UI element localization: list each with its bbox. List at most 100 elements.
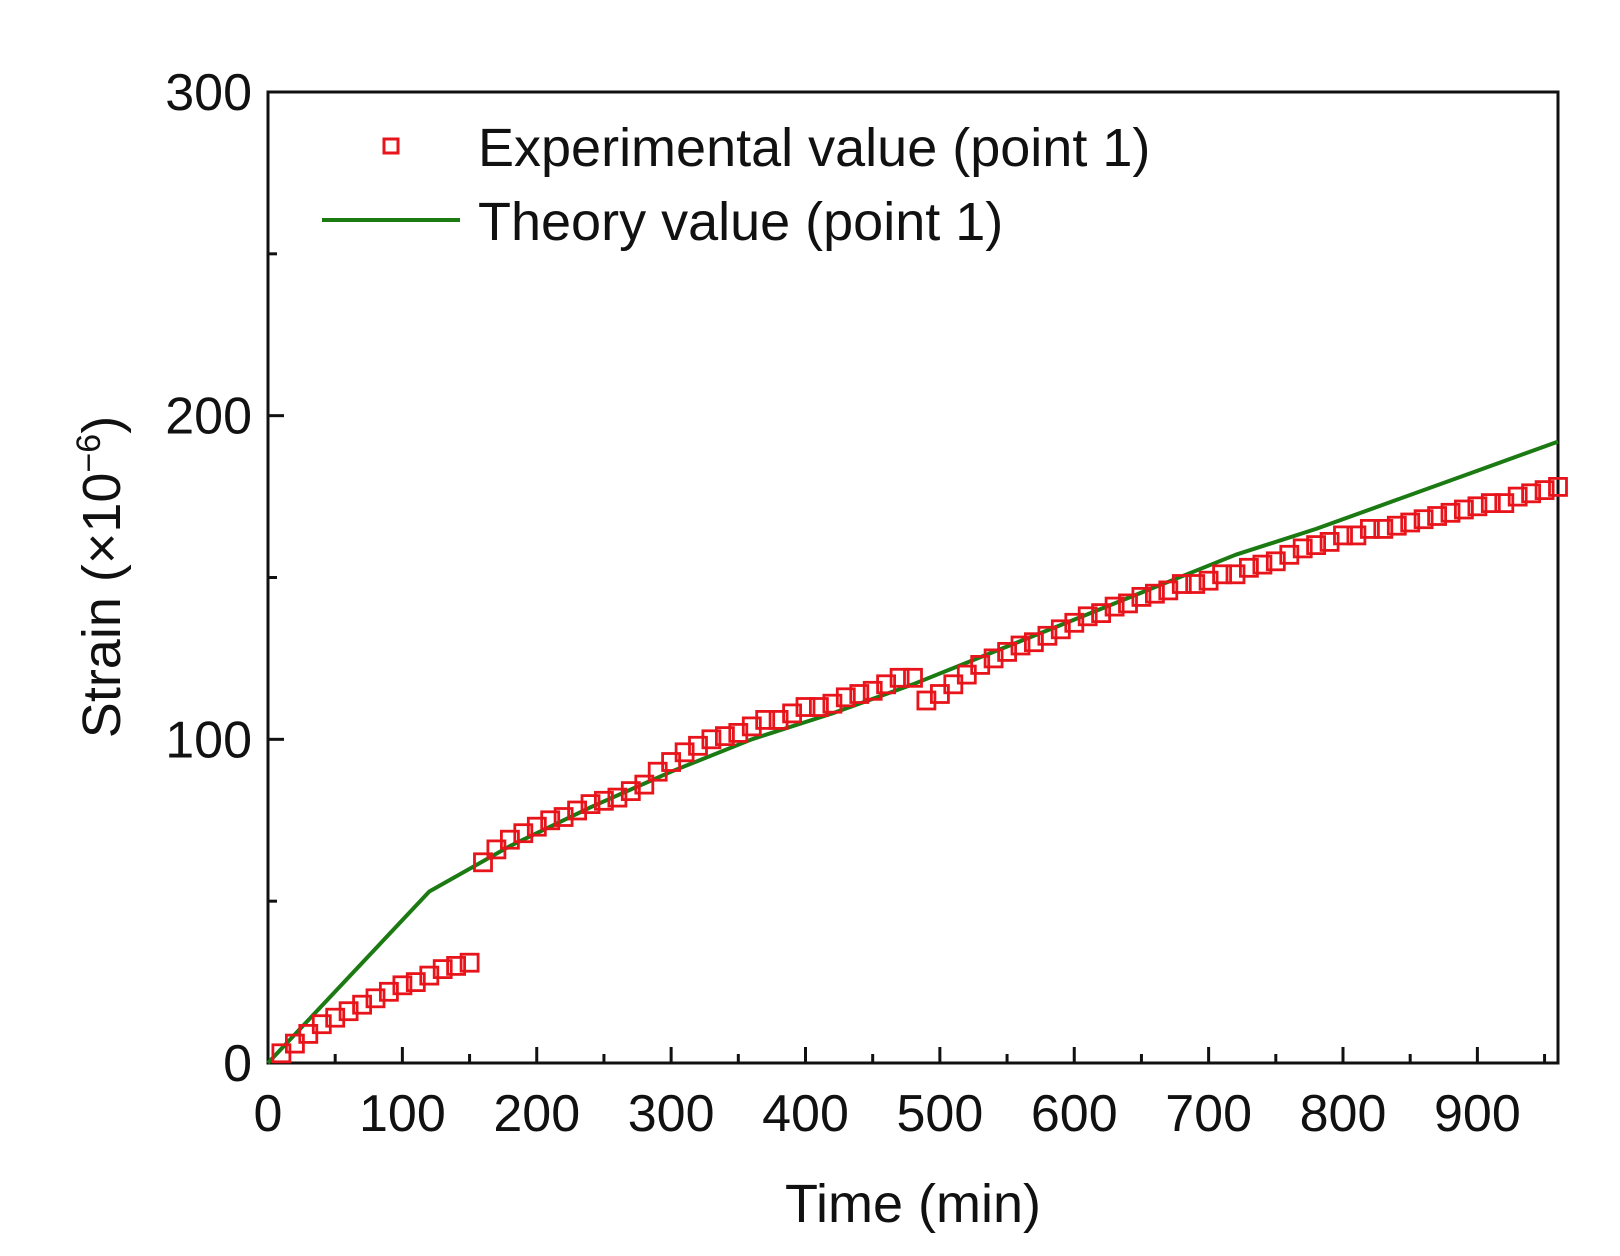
- x-tick-label: 500: [896, 1085, 983, 1143]
- experimental-point: [903, 667, 923, 688]
- y-axis-title-exponent: −6: [70, 434, 108, 473]
- experimental-point: [809, 697, 829, 717]
- experimental-point: [338, 1001, 359, 1022]
- experimental-point: [1319, 532, 1340, 552]
- y-axis-title: Strain (×10−6): [70, 416, 132, 738]
- x-tick-label: 100: [359, 1085, 446, 1143]
- experimental-point: [459, 952, 480, 973]
- experimental-point: [405, 972, 426, 992]
- experimental-point: [983, 648, 1004, 669]
- y-axis-title-close: ): [72, 416, 132, 434]
- experimental-point: [1548, 476, 1568, 497]
- legend-label-theory: Theory value (point 1): [478, 192, 1003, 252]
- experimental-point: [1091, 603, 1111, 623]
- experimental-point: [1064, 612, 1085, 633]
- theory-line: [266, 439, 1559, 1065]
- experimental-point: [822, 693, 843, 714]
- experimental-series: [271, 476, 1568, 1064]
- experimental-point: [1185, 574, 1206, 594]
- experimental-point: [1373, 519, 1394, 539]
- x-tick-label: 600: [1031, 1085, 1118, 1143]
- y-tick-label: 0: [223, 1035, 252, 1093]
- theory-series: [266, 439, 1559, 1065]
- experimental-point: [1212, 564, 1232, 585]
- experimental-point: [392, 975, 413, 996]
- experimental-point: [1118, 593, 1138, 614]
- experimental-point: [1360, 519, 1380, 539]
- experimental-point: [620, 781, 641, 801]
- experimental-point: [1292, 538, 1313, 559]
- x-tick-label: 200: [493, 1085, 580, 1143]
- experimental-point: [701, 729, 722, 750]
- experimental-point: [325, 1007, 346, 1028]
- experimental-point: [1077, 606, 1098, 627]
- experimental-point: [862, 680, 883, 701]
- experimental-point: [997, 642, 1017, 662]
- experimental-point: [1534, 480, 1555, 501]
- experimental-point: [1265, 551, 1286, 572]
- experimental-point: [1333, 525, 1353, 546]
- experimental-point: [1440, 502, 1461, 523]
- experimental-point: [1467, 496, 1488, 517]
- experimental-point: [1171, 574, 1192, 594]
- legend-marker-experimental: [382, 137, 400, 155]
- experimental-point: [1521, 483, 1541, 504]
- experimental-point: [1050, 619, 1071, 640]
- experimental-point: [970, 655, 991, 675]
- experimental-point: [1413, 509, 1434, 530]
- experimental-point: [768, 710, 789, 730]
- experimental-point: [311, 1014, 332, 1035]
- experimental-point: [916, 690, 937, 711]
- legend-label-experimental: Experimental value (point 1): [478, 118, 1150, 178]
- experimental-point: [795, 697, 816, 717]
- experimental-point: [446, 956, 467, 976]
- experimental-point: [594, 790, 614, 811]
- y-axis-ticks: 0 100 200 300: [165, 64, 284, 1093]
- y-tick-label: 100: [165, 711, 252, 769]
- experimental-point: [432, 959, 453, 979]
- experimental-point: [1507, 486, 1528, 507]
- experimental-point: [1400, 512, 1421, 533]
- experimental-point: [1198, 570, 1219, 591]
- experimental-point: [688, 735, 708, 756]
- legend: Experimental value (point 1) Theory valu…: [322, 118, 1150, 252]
- experimental-point: [755, 710, 776, 730]
- experimental-point: [728, 723, 749, 743]
- experimental-point: [1131, 587, 1152, 607]
- x-tick-label: 700: [1165, 1085, 1252, 1143]
- experimental-point: [1037, 625, 1058, 646]
- experimental-point: [782, 703, 802, 724]
- experimental-point: [889, 667, 910, 688]
- experimental-point: [607, 787, 628, 808]
- experimental-point: [499, 829, 520, 850]
- experimental-point: [473, 852, 493, 873]
- experimental-point: [1480, 493, 1501, 514]
- experimental-point: [1427, 506, 1447, 526]
- experimental-point: [1494, 493, 1515, 514]
- experimental-point: [352, 994, 373, 1015]
- experimental-point: [1145, 583, 1165, 604]
- experimental-point: [741, 716, 762, 737]
- experimental-point: [1158, 580, 1179, 601]
- experimental-point: [553, 807, 574, 827]
- experimental-point: [1024, 632, 1044, 653]
- y-tick-label: 200: [165, 388, 252, 446]
- experimental-point: [419, 965, 440, 986]
- x-tick-label: 0: [254, 1085, 283, 1143]
- experimental-point: [1010, 635, 1031, 656]
- experimental-point: [1225, 564, 1246, 585]
- experimental-point: [1346, 525, 1367, 546]
- experimental-point: [634, 774, 655, 795]
- experimental-point: [567, 800, 587, 821]
- x-axis-ticks: 0 100 200 300 400 500 600 700 800 900: [254, 1047, 1547, 1143]
- experimental-point: [1239, 557, 1259, 578]
- x-tick-label: 400: [762, 1085, 849, 1143]
- y-axis-title-main: Strain (×10: [72, 473, 132, 739]
- experimental-point: [540, 810, 561, 831]
- experimental-point: [1386, 515, 1407, 536]
- experimental-point: [1306, 535, 1326, 555]
- experimental-point: [526, 816, 547, 837]
- experimental-point: [876, 674, 896, 695]
- experimental-point: [1454, 499, 1474, 520]
